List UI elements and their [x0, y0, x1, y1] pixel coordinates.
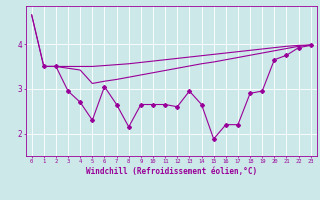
X-axis label: Windchill (Refroidissement éolien,°C): Windchill (Refroidissement éolien,°C) — [86, 167, 257, 176]
